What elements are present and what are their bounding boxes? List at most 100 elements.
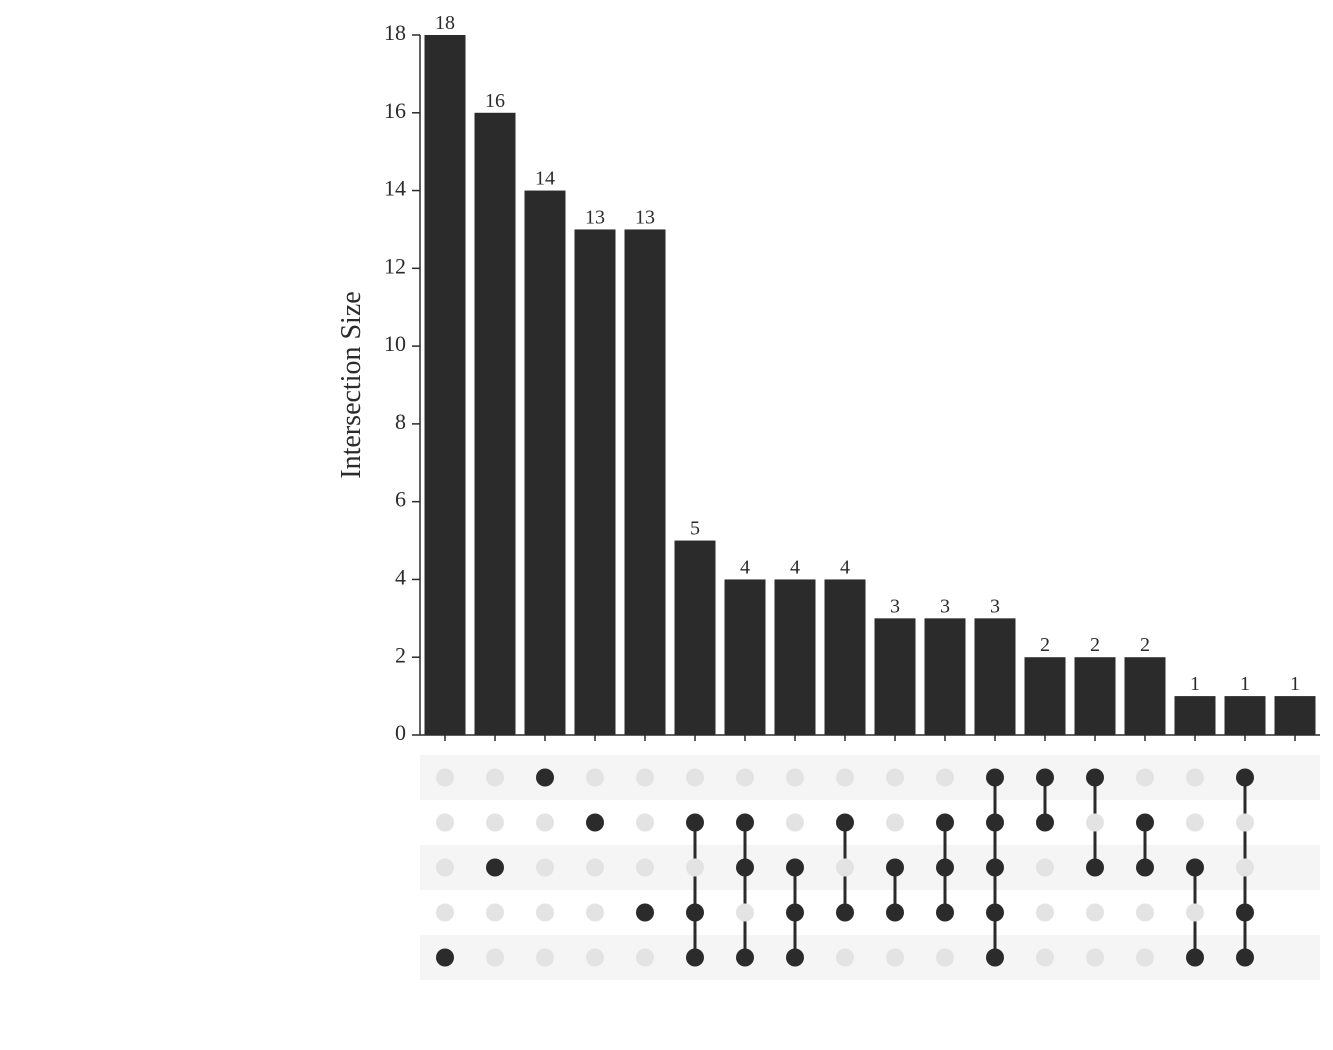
intersection-bar [475,113,516,735]
intersection-y-tick-label: 6 [395,487,406,512]
matrix-dot-active [1036,769,1054,787]
matrix-dot-inactive [1036,949,1054,967]
matrix-dot-inactive [1136,769,1154,787]
intersection-bar-value: 5 [690,518,700,540]
matrix-dot-active [786,859,804,877]
matrix-dot-inactive [436,859,454,877]
intersection-bar [675,541,716,735]
intersection-bar-value: 2 [1040,634,1050,656]
matrix-dot-active [986,814,1004,832]
intersection-y-tick-label: 4 [395,564,406,589]
matrix-dot-active [1036,814,1054,832]
matrix-dot-inactive [1136,904,1154,922]
matrix-dot-active [736,859,754,877]
matrix-dot-active [436,949,454,967]
intersection-bar [1275,696,1316,735]
matrix-dot-inactive [636,814,654,832]
matrix-dot-inactive [586,859,604,877]
intersection-bar [1125,657,1166,735]
intersection-bar-value: 1 [1240,673,1250,695]
matrix-dot-inactive [886,949,904,967]
matrix-dot-inactive [1236,814,1254,832]
intersection-bar-value: 4 [740,556,750,578]
intersection-y-tick-label: 14 [384,176,406,201]
intersection-y-label: Intersection Size [336,291,367,478]
matrix-dot-inactive [686,859,704,877]
intersection-bar [1075,657,1116,735]
matrix-dot-inactive [836,949,854,967]
matrix-dot-active [686,814,704,832]
matrix-dot-inactive [786,769,804,787]
matrix-dot-inactive [936,949,954,967]
intersection-bar-value: 4 [840,556,850,578]
matrix-dot-active [936,814,954,832]
matrix-dot-inactive [436,814,454,832]
matrix-dot-active [936,859,954,877]
matrix-dot-active [1236,769,1254,787]
intersection-bar [625,229,666,735]
intersection-bar-value: 13 [635,206,655,228]
intersection-bar [525,191,566,735]
matrix-dot-inactive [486,814,504,832]
matrix-dot-active [1086,859,1104,877]
matrix-dot-inactive [536,859,554,877]
intersection-bar [775,579,816,735]
matrix-dot-active [836,814,854,832]
intersection-bar [825,579,866,735]
matrix-dot-inactive [836,859,854,877]
intersection-bar [1225,696,1266,735]
intersection-bar [975,618,1016,735]
matrix-dot-active [1086,769,1104,787]
intersection-y-tick-label: 10 [384,331,406,356]
intersection-bar-value: 1 [1190,673,1200,695]
matrix-dot-inactive [586,949,604,967]
intersection-bar-value: 13 [585,206,605,228]
intersection-y-tick-label: 0 [395,720,406,745]
intersection-bar-value: 16 [485,90,505,112]
matrix-dot-inactive [1186,904,1204,922]
matrix-dot-active [736,949,754,967]
intersection-bar-value: 18 [435,12,455,34]
matrix-dot-inactive [1086,949,1104,967]
matrix-dot-inactive [736,904,754,922]
matrix-dot-inactive [536,949,554,967]
matrix-dot-active [786,904,804,922]
matrix-dot-active [1136,859,1154,877]
intersection-bar [575,229,616,735]
intersection-bar [1175,696,1216,735]
intersection-bar [425,35,466,735]
matrix-dot-active [586,814,604,832]
matrix-dot-inactive [436,769,454,787]
matrix-dot-active [1136,814,1154,832]
matrix-dot-active [936,904,954,922]
matrix-dot-inactive [486,769,504,787]
intersection-y-tick-label: 12 [384,253,406,278]
matrix-dot-inactive [1236,859,1254,877]
intersection-bar [1025,657,1066,735]
matrix-row-stripe [420,890,1320,935]
matrix-dot-inactive [1136,949,1154,967]
matrix-row-stripe [420,845,1320,890]
matrix-dot-inactive [1086,814,1104,832]
matrix-dot-active [986,904,1004,922]
matrix-dot-active [986,859,1004,877]
matrix-dot-active [1186,949,1204,967]
matrix-dot-inactive [886,814,904,832]
intersection-bar [925,618,966,735]
intersection-bar [725,579,766,735]
matrix-dot-inactive [1036,859,1054,877]
matrix-dot-active [786,949,804,967]
matrix-dot-active [736,814,754,832]
intersection-bar-value: 1 [1290,673,1300,695]
matrix-dot-active [1236,949,1254,967]
matrix-dot-active [536,769,554,787]
matrix-dot-inactive [586,904,604,922]
matrix-dot-active [1236,904,1254,922]
matrix-row-stripe [420,935,1320,980]
matrix-dot-inactive [486,949,504,967]
intersection-bar-value: 4 [790,556,800,578]
matrix-dot-inactive [786,814,804,832]
matrix-dot-inactive [636,769,654,787]
upset-plot: 024681012141618Intersection Size18161413… [0,0,1333,1050]
intersection-bar [875,618,916,735]
